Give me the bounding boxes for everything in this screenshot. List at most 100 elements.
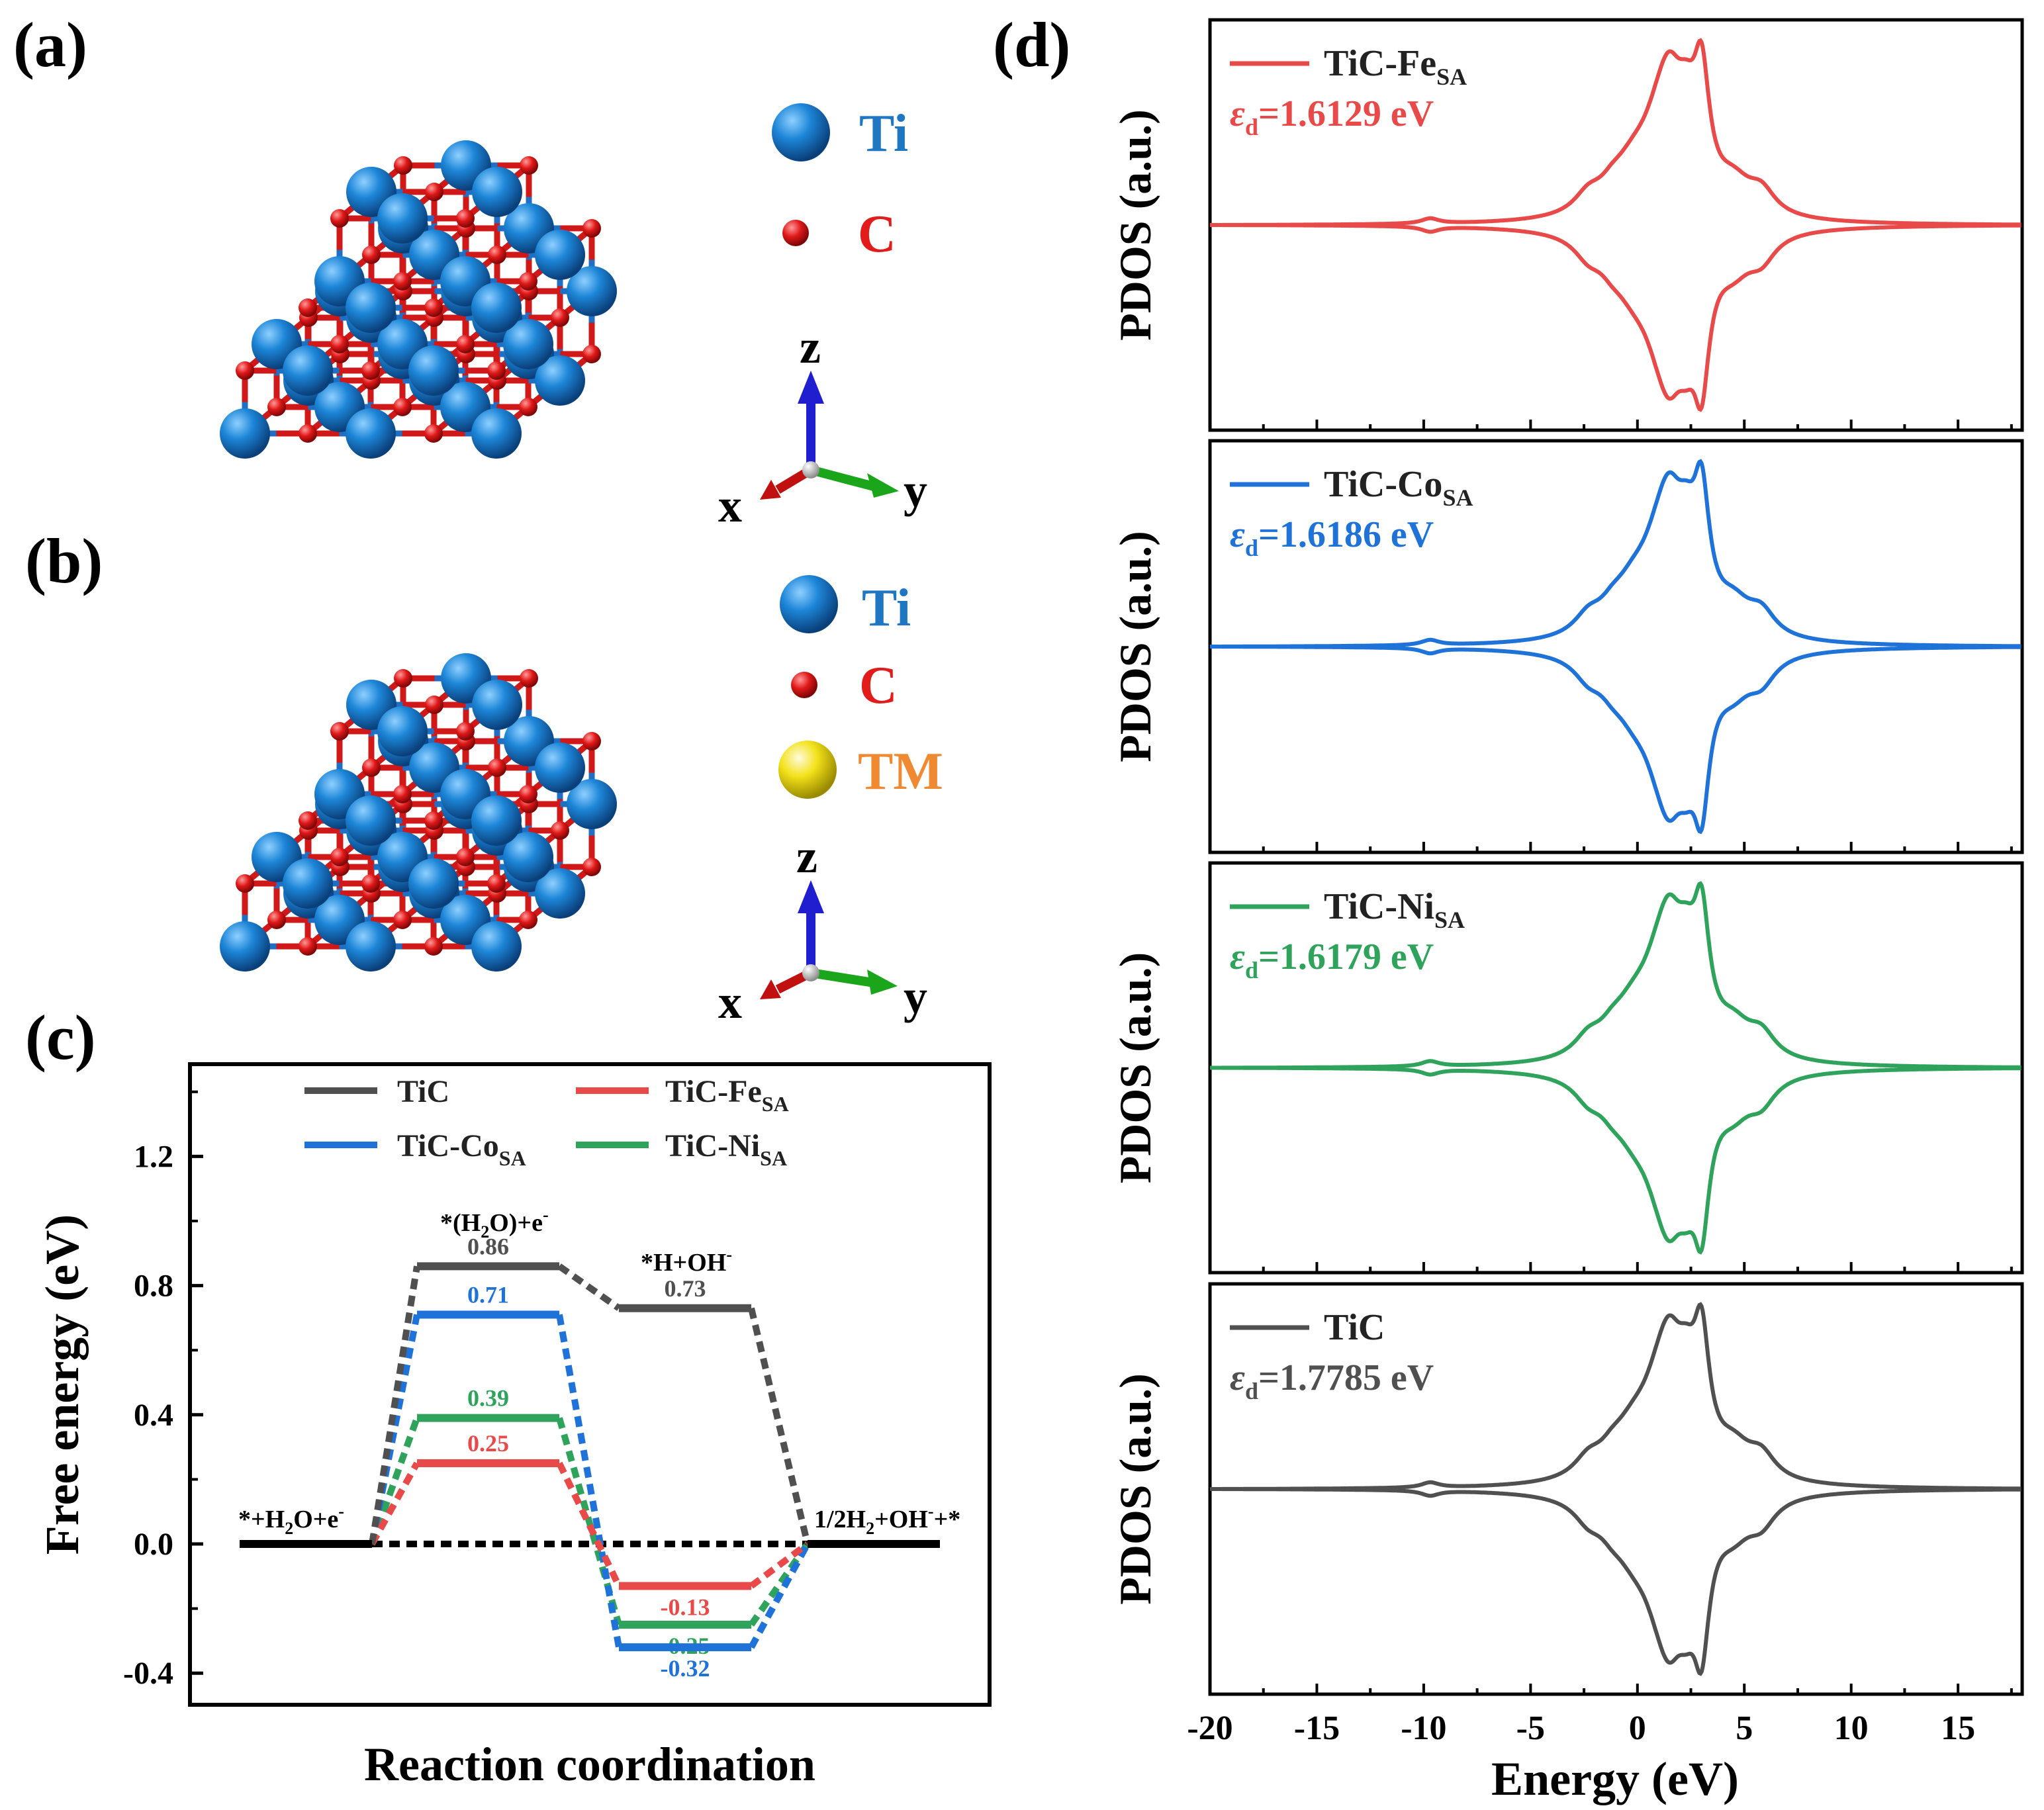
c-atom xyxy=(299,298,317,317)
value-label: 0.71 xyxy=(467,1282,509,1308)
c-atom xyxy=(299,424,317,443)
c-atom xyxy=(362,758,381,777)
pdos-spin-down-curve xyxy=(1210,223,2021,412)
state-label-initial: *+H2O+e- xyxy=(238,1502,344,1538)
connector-dash xyxy=(369,1461,420,1546)
pdos-legend-label: TiC-CoSA xyxy=(1324,464,1473,511)
axis-triad-b: z x y xyxy=(718,830,927,1028)
value-label: 0.25 xyxy=(467,1430,509,1457)
ti-atom xyxy=(346,795,396,846)
ti-atom xyxy=(408,858,459,909)
y-tick-label: 1.2 xyxy=(134,1139,173,1174)
c-atom xyxy=(582,732,601,750)
d-band-center-label: εd=1.6179 eV xyxy=(1230,936,1434,983)
connector-dash xyxy=(556,1314,622,1649)
ti-legend-label: Ti xyxy=(859,105,908,163)
ti-legend-sphere xyxy=(772,103,830,161)
c-legend-sphere xyxy=(782,220,809,246)
ti-atom xyxy=(377,706,428,756)
value-label: 0.39 xyxy=(467,1385,509,1412)
axis-z-label-a: z xyxy=(800,320,821,373)
c-atom xyxy=(267,398,286,416)
state-label-final: 1/2H2+OH-+* xyxy=(814,1502,960,1538)
pdos-legend-label: TiC xyxy=(1324,1307,1385,1348)
crystal-structure-b xyxy=(220,653,617,972)
ti-atom xyxy=(471,921,522,972)
chart-c-y-ticks: -0.4 0.0 0.4 0.8 1.2 xyxy=(123,1090,203,1691)
x-tick-label: -20 xyxy=(1187,1709,1232,1747)
x-tick-label: 15 xyxy=(1941,1709,1975,1747)
axis-z-label-b: z xyxy=(796,830,817,883)
c-atom xyxy=(487,874,506,893)
c-atom xyxy=(582,219,601,238)
ti-atom xyxy=(346,283,396,333)
series-tic-fe-sa: 0.25 -0.13 xyxy=(369,1430,810,1620)
series-tic: 0.86 0.73 xyxy=(369,1233,811,1545)
c-atom xyxy=(330,335,349,353)
c-atom xyxy=(236,361,254,380)
d-band-center-label: εd=1.6129 eV xyxy=(1230,93,1434,140)
atoms xyxy=(220,653,617,972)
connector-dash xyxy=(749,1541,810,1589)
y-tick-label: 0.4 xyxy=(134,1398,173,1433)
pdos-x-tick-labels: -20 -15 -10 -5 0 5 10 15 xyxy=(1187,1709,1975,1747)
x-tick-label: -10 xyxy=(1401,1709,1446,1747)
ti-atom xyxy=(535,230,585,280)
pdos-ylabel: PDOS (a.u.) xyxy=(1110,952,1160,1183)
pdos-legend-label: TiC-FeSA xyxy=(1324,43,1467,90)
connector-dash xyxy=(556,1461,622,1588)
c-atom xyxy=(236,874,254,893)
value-label: -0.32 xyxy=(661,1655,710,1682)
c-atom xyxy=(393,785,412,803)
c-atom xyxy=(362,246,381,264)
panel-letter-c: (c) xyxy=(25,1002,96,1073)
c-atom xyxy=(394,669,412,688)
chart-c-legend: TiC TiC-FeSA TiC-CoSA TiC-NiSA xyxy=(304,1074,789,1170)
legend-label-tic: TiC xyxy=(397,1074,449,1109)
c-atom xyxy=(299,937,317,956)
c-atom xyxy=(456,209,475,228)
x-tick-label: -5 xyxy=(1516,1709,1545,1747)
chart-c-series: 0.39-0.25 0.71 -0.32 0.25 -0.13 0.86 0.73 xyxy=(240,1233,940,1682)
c-atom xyxy=(551,821,569,840)
chart-c-xlabel: Reaction coordination xyxy=(364,1738,815,1791)
pdos-ylabel: PDOS (a.u.) xyxy=(1110,109,1160,340)
x-tick-label: 10 xyxy=(1834,1709,1869,1747)
chart-d-xlabel: Energy (eV) xyxy=(1491,1752,1739,1805)
c-atom xyxy=(582,345,601,363)
tm-legend-sphere xyxy=(778,741,837,799)
c-atom xyxy=(330,209,349,228)
c-atom xyxy=(424,811,443,830)
ti-atom xyxy=(471,283,522,333)
connector-dash xyxy=(369,1265,420,1545)
c-atom xyxy=(299,811,317,830)
ti-atom xyxy=(408,345,459,396)
panel-letter-a: (a) xyxy=(13,9,87,80)
legend-label-co: TiC-CoSA xyxy=(397,1128,526,1170)
value-label: 0.73 xyxy=(665,1275,706,1302)
series-tic-ni-sa: 0.39-0.25 xyxy=(369,1385,811,1659)
structure-legend-b: Ti C TM xyxy=(778,575,943,801)
ti-atom xyxy=(346,921,396,972)
c-atom xyxy=(487,361,506,380)
c-atom xyxy=(393,911,412,929)
d-band-center-label: εd=1.7785 eV xyxy=(1230,1357,1434,1404)
c-atom xyxy=(425,183,443,201)
axis-y-label-b: y xyxy=(904,970,927,1023)
c-atom xyxy=(519,911,537,929)
connector-dash xyxy=(748,1542,811,1649)
c-atom xyxy=(488,246,506,264)
axis-triad-a: z x y xyxy=(718,320,927,532)
x-tick-label: 0 xyxy=(1629,1709,1646,1747)
c-atom xyxy=(551,308,569,327)
pdos-ylabel: PDOS (a.u.) xyxy=(1110,531,1160,762)
ti-atom xyxy=(283,858,333,909)
legend-label-ni: TiC-NiSA xyxy=(665,1128,787,1170)
c-atom xyxy=(330,848,349,866)
c-atom xyxy=(456,848,475,866)
y-tick-label: 0.8 xyxy=(134,1269,173,1304)
pdos-legend-label: TiC-NiSA xyxy=(1324,886,1465,933)
